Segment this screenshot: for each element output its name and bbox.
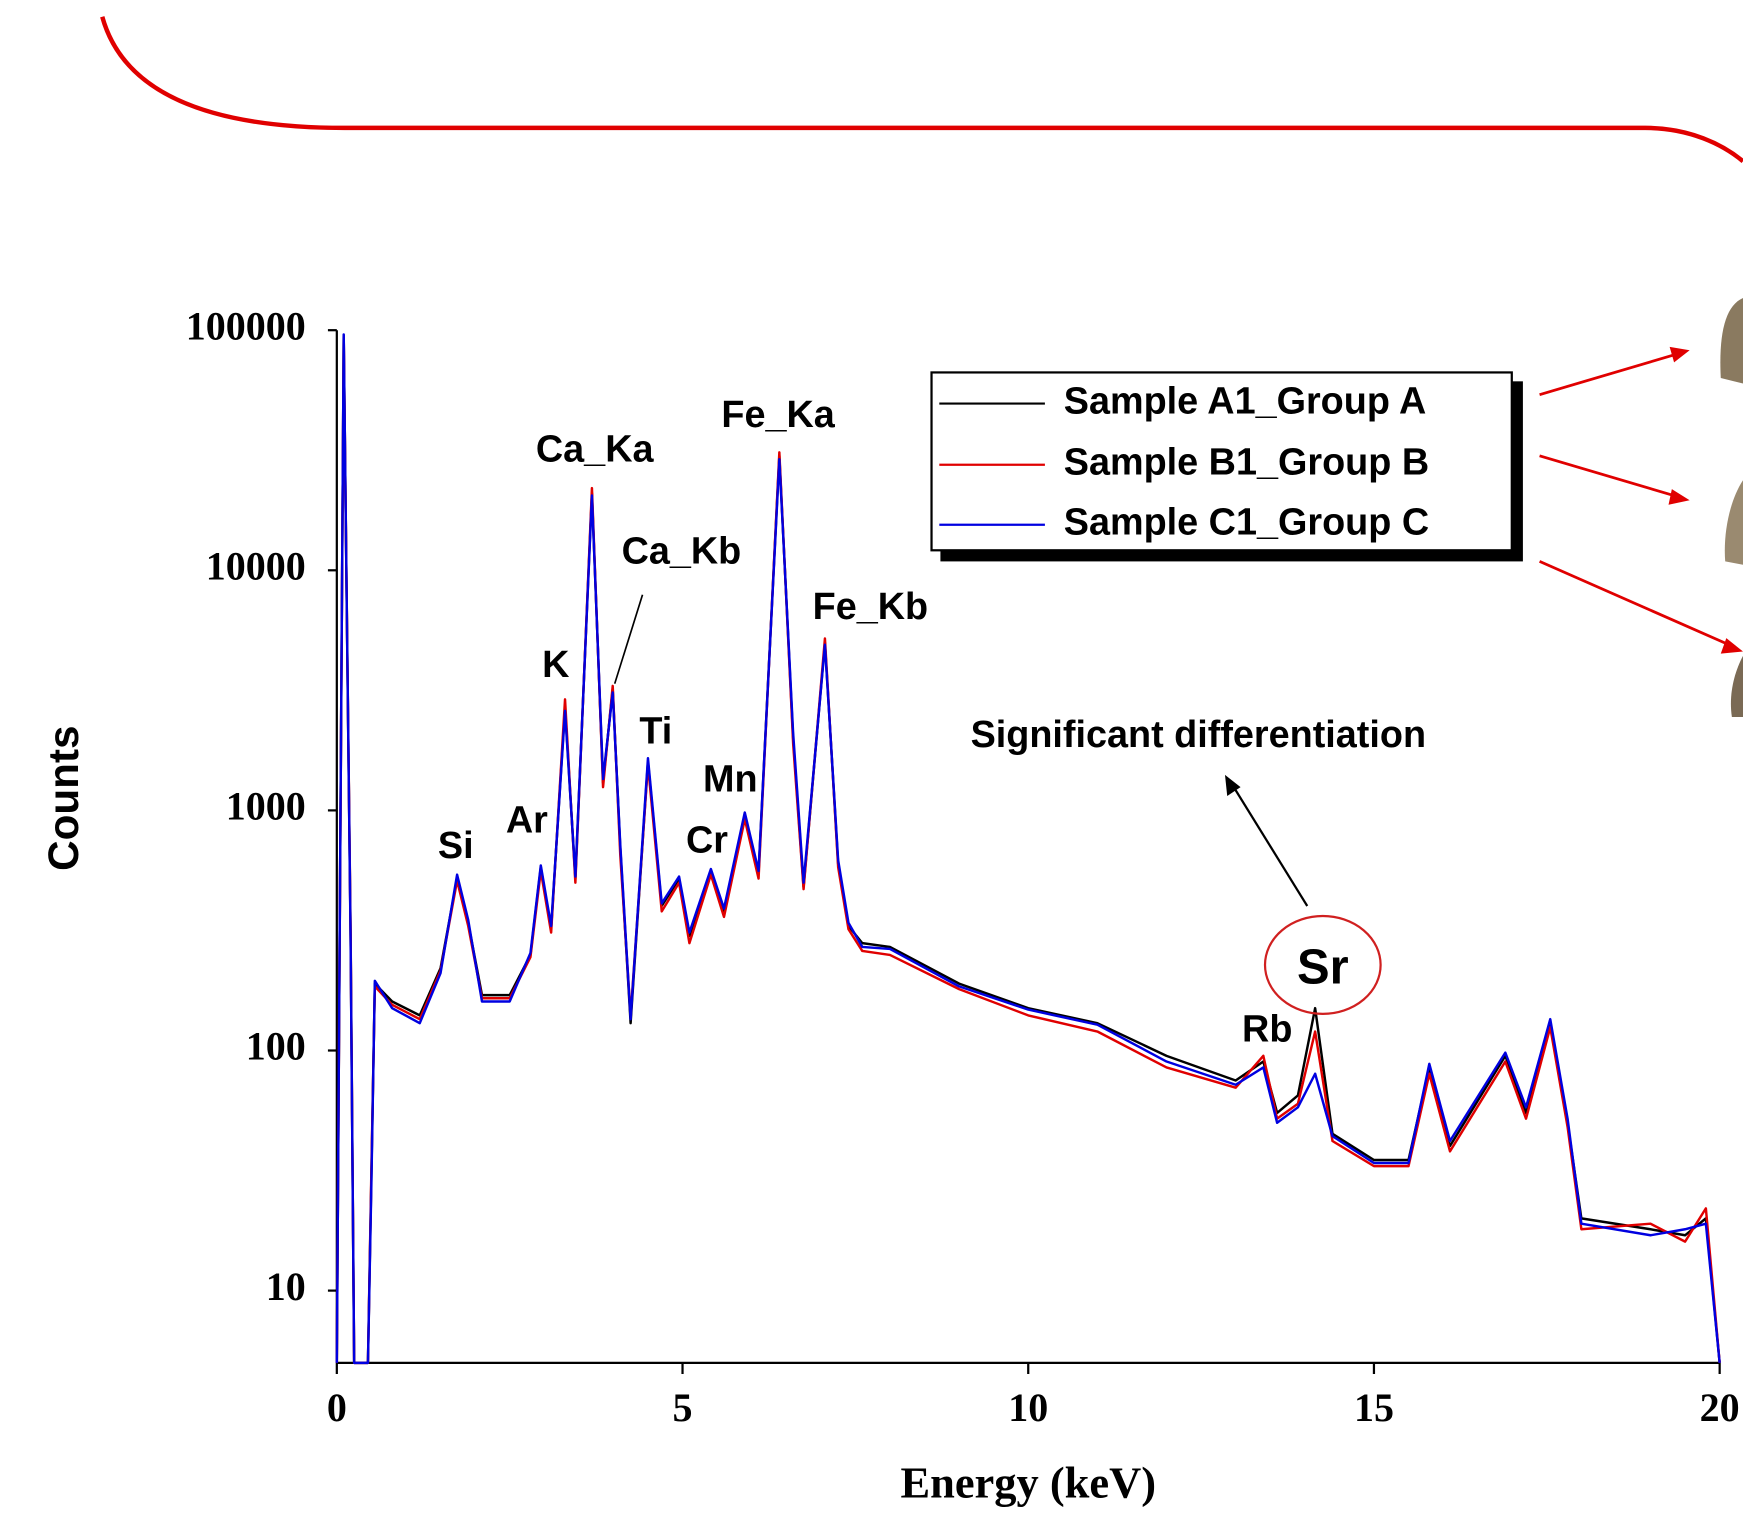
peak-label: Sr bbox=[1297, 940, 1349, 994]
arrowhead bbox=[1669, 346, 1690, 363]
legend-label: Sample A1_Group A bbox=[1064, 381, 1427, 423]
highlight-circle bbox=[1263, 914, 1382, 1015]
x-tick-label: 15 bbox=[1354, 1385, 1394, 1430]
plot: 10 100 1000 10000 100000 0 5 10 15 20 bbox=[186, 303, 1740, 1430]
peak-label: K bbox=[542, 644, 569, 686]
x-tick-label: 10 bbox=[1008, 1385, 1048, 1430]
peak-label: Fe_Kb bbox=[813, 586, 928, 628]
photo-fragment bbox=[1730, 655, 1743, 718]
x-tick-label: 5 bbox=[673, 1385, 693, 1430]
arrowhead bbox=[1720, 638, 1743, 654]
annotation-arrow bbox=[1230, 783, 1309, 907]
peak-label: Fe_Ka bbox=[721, 394, 835, 436]
arrow bbox=[1539, 560, 1735, 649]
x-tick-label: 0 bbox=[327, 1385, 347, 1430]
legend-label: Sample C1_Group C bbox=[1064, 502, 1429, 544]
peak-label: Ca_Kb bbox=[622, 531, 742, 573]
x-axis-label: Energy (keV) bbox=[900, 1458, 1156, 1508]
peak-label: Si bbox=[438, 825, 474, 867]
photo-fragment bbox=[1724, 480, 1743, 565]
arrowheads bbox=[1668, 346, 1743, 654]
arrowhead bbox=[1224, 774, 1241, 796]
y-tick-label: 10000 bbox=[206, 543, 306, 588]
x-tick-label: 20 bbox=[1700, 1385, 1740, 1430]
arrow bbox=[1539, 454, 1679, 499]
arrowhead bbox=[1668, 489, 1690, 505]
y-tick-label: 1000 bbox=[226, 784, 306, 829]
peak-label: Ti bbox=[639, 711, 672, 753]
peak-label: Mn bbox=[703, 758, 758, 800]
legend: Sample A1_Group A Sample B1_Group B Samp… bbox=[930, 371, 1523, 562]
peak-labels: Si Ar K Ca_Ka Ca_Kb Ti Cr Mn Fe_Ka Fe_Kb… bbox=[438, 394, 1426, 1051]
y-axis-label: Counts bbox=[40, 725, 87, 870]
y-tick-label: 100 bbox=[246, 1024, 306, 1069]
arrow bbox=[1539, 352, 1679, 397]
legend-label: Sample B1_Group B bbox=[1064, 442, 1429, 484]
y-tick-label: 10 bbox=[266, 1264, 306, 1309]
legend-box bbox=[930, 371, 1513, 552]
annotation: Significant differentiation bbox=[971, 714, 1426, 756]
series-line bbox=[335, 333, 1721, 1365]
leader-line bbox=[613, 594, 644, 684]
y-tick-label: 100000 bbox=[186, 303, 306, 348]
peak-label: Cr bbox=[686, 820, 728, 862]
decor-curve bbox=[100, 16, 1743, 163]
legend-arrows bbox=[1539, 352, 1735, 649]
sample-photos bbox=[1720, 297, 1743, 718]
peak-label: Ar bbox=[506, 800, 548, 842]
photo-fragment bbox=[1720, 297, 1743, 384]
peak-label: Rb bbox=[1242, 1009, 1292, 1051]
peak-label: Ca_Ka bbox=[536, 428, 655, 470]
